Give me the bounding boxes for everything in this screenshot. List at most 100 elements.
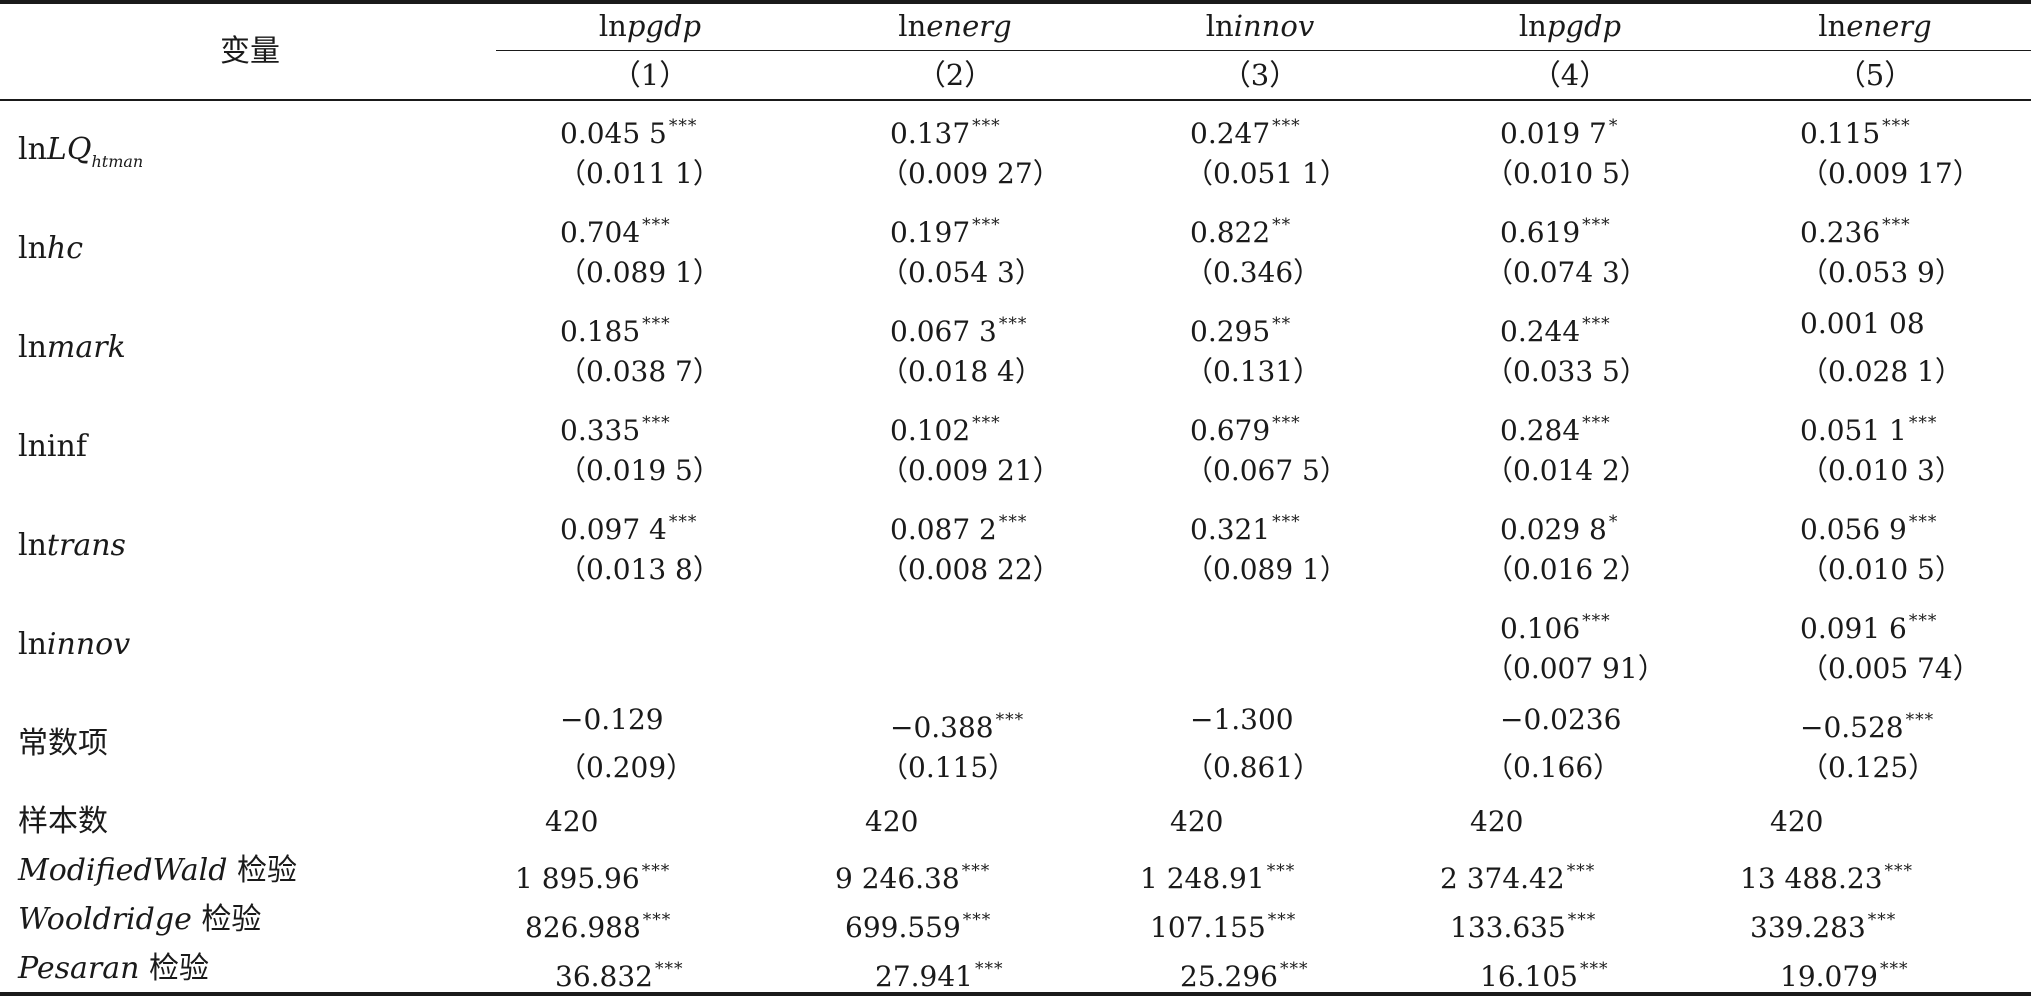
column-number-3: （3） [1221, 58, 1299, 92]
significance-stars: *** [1272, 512, 1301, 532]
standard-error-cell: （0.209） [558, 751, 695, 784]
row-label-variable: innov [46, 627, 131, 662]
significance-stars: *** [1908, 611, 1938, 631]
significance-stars: *** [1884, 861, 1914, 881]
stat-value: 27.941 [875, 960, 973, 993]
coefficient-cell: 0.704 *** [560, 205, 671, 253]
standard-error-cell: （0.005 74） [1800, 652, 1981, 685]
stat-value: 339.283 [1750, 911, 1866, 944]
dep-var-header-5: lnenerg [1818, 9, 1932, 43]
standard-error-cell: （0.013 8） [558, 553, 721, 586]
stat-value: 1 895.96 [515, 862, 640, 895]
dep-var-header-3: lninnov [1205, 9, 1315, 43]
coefficient-value: 0.102 [890, 414, 971, 447]
row-label-prefix: ln [18, 528, 47, 563]
row-label: lntrans [18, 526, 126, 566]
standard-error-cell: （0.010 5） [1800, 553, 1963, 586]
row-label: lnhc [18, 229, 83, 269]
coefficient-cell: 0.115 *** [1800, 106, 1911, 154]
standard-error-cell: （0.089 1） [558, 256, 721, 289]
significance-stars: *** [1567, 910, 1597, 930]
coefficient-cell: 0.087 2 *** [890, 502, 1027, 550]
stat-label-test-name: Pesaran [18, 951, 140, 986]
standard-error-cell: （0.053 9） [1800, 256, 1963, 289]
standard-error-cell: （0.007 91） [1485, 652, 1666, 685]
coefficient-value: −1.300 [1190, 703, 1294, 736]
standard-error-cell: （0.033 5） [1485, 355, 1648, 388]
stat-value: 420 [545, 805, 599, 838]
significance-stars: * [1608, 512, 1619, 532]
significance-stars: ** [1272, 215, 1292, 235]
row-label-variable: hc [46, 231, 84, 266]
row-label-prefix: ln [18, 231, 47, 266]
stat-value: 2 374.42 [1440, 862, 1565, 895]
row-label: lninf [18, 427, 87, 467]
coefficient-value: 0.045 5 [560, 117, 667, 150]
significance-stars: *** [1882, 215, 1911, 235]
coefficient-value: 0.056 9 [1800, 513, 1907, 546]
significance-stars: *** [1879, 959, 1909, 979]
coefficient-value: −0.528 [1800, 711, 1904, 744]
coefficient-cell: 0.029 8 * [1500, 502, 1618, 550]
coefficient-value: 0.619 [1500, 216, 1581, 249]
significance-stars: *** [1582, 413, 1611, 433]
coefficient-cell: 0.619 *** [1500, 205, 1611, 253]
standard-error-cell: （0.038 7） [558, 355, 721, 388]
coefficient-value: 0.295 [1190, 315, 1271, 348]
stat-value-cell: 13 488.23 *** [1740, 851, 1913, 899]
stat-value-cell: 25.296 *** [1180, 949, 1308, 997]
stat-value-cell: 1 248.91 *** [1140, 851, 1295, 899]
coefficient-value: −0.129 [560, 703, 664, 736]
coefficient-value: 0.106 [1500, 612, 1581, 645]
standard-error-cell: （0.861） [1185, 751, 1322, 784]
coefficient-value: 0.001 08 [1800, 307, 1925, 340]
coefficient-value: 0.321 [1190, 513, 1271, 546]
stat-value-cell: 133.635 *** [1450, 900, 1596, 948]
table-top-rule [0, 0, 2031, 4]
standard-error-cell: （0.074 3） [1485, 256, 1648, 289]
coefficient-cell: 0.051 1 *** [1800, 403, 1937, 451]
row-label-prefix: ln [18, 330, 47, 365]
variable-header: 变量 [220, 34, 280, 69]
significance-stars: *** [974, 959, 1004, 979]
significance-stars: *** [1582, 314, 1611, 334]
stat-value-cell: 2 374.42 *** [1440, 851, 1595, 899]
significance-stars: *** [642, 314, 671, 334]
stat-label-text: 检验 [139, 951, 209, 986]
standard-error-cell: （0.009 17） [1800, 157, 1981, 190]
coefficient-cell: 0.106 *** [1500, 601, 1611, 649]
coefficient-value: −0.0236 [1500, 703, 1622, 736]
standard-error-cell: （0.018 4） [880, 355, 1043, 388]
coefficient-cell: 0.045 5 *** [560, 106, 697, 154]
standard-error-cell: （0.131） [1185, 355, 1322, 388]
stat-value: 826.988 [525, 911, 641, 944]
significance-stars: *** [1272, 413, 1301, 433]
coefficient-cell: 0.822 ** [1190, 205, 1291, 253]
standard-error-cell: （0.010 3） [1800, 454, 1963, 487]
coefficient-cell: 0.185 *** [560, 304, 671, 352]
standard-error-cell: （0.019 5） [558, 454, 721, 487]
coefficient-cell: 0.679 *** [1190, 403, 1301, 451]
significance-stars: *** [972, 116, 1001, 136]
stat-value-cell: 826.988 *** [525, 900, 671, 948]
stat-value: 420 [865, 805, 919, 838]
stat-label-test-name: Wooldridge [18, 902, 192, 937]
standard-error-cell: （0.014 2） [1485, 454, 1648, 487]
significance-stars: *** [668, 116, 698, 136]
stat-value-cell: 36.832 *** [555, 949, 683, 997]
significance-stars: *** [668, 512, 698, 532]
standard-error-cell: （0.125） [1800, 751, 1937, 784]
significance-stars: *** [1266, 861, 1296, 881]
coefficient-cell: 0.295 ** [1190, 304, 1291, 352]
stat-label-test-name: ModifiedWald [18, 853, 228, 888]
stat-value: 420 [1470, 805, 1524, 838]
stat-label: ModifiedWald 检验 [18, 851, 297, 891]
coefficient-cell: −0.0236 [1500, 700, 1621, 740]
dep-var-header-4: lnpgdp [1518, 9, 1622, 43]
row-label: lnLQhtman [18, 130, 143, 182]
coefficient-value: 0.091 6 [1800, 612, 1907, 645]
row-label-prefix: ln [18, 627, 47, 662]
significance-stars: *** [1882, 116, 1911, 136]
significance-stars: *** [962, 910, 992, 930]
stat-value: 107.155 [1150, 911, 1266, 944]
